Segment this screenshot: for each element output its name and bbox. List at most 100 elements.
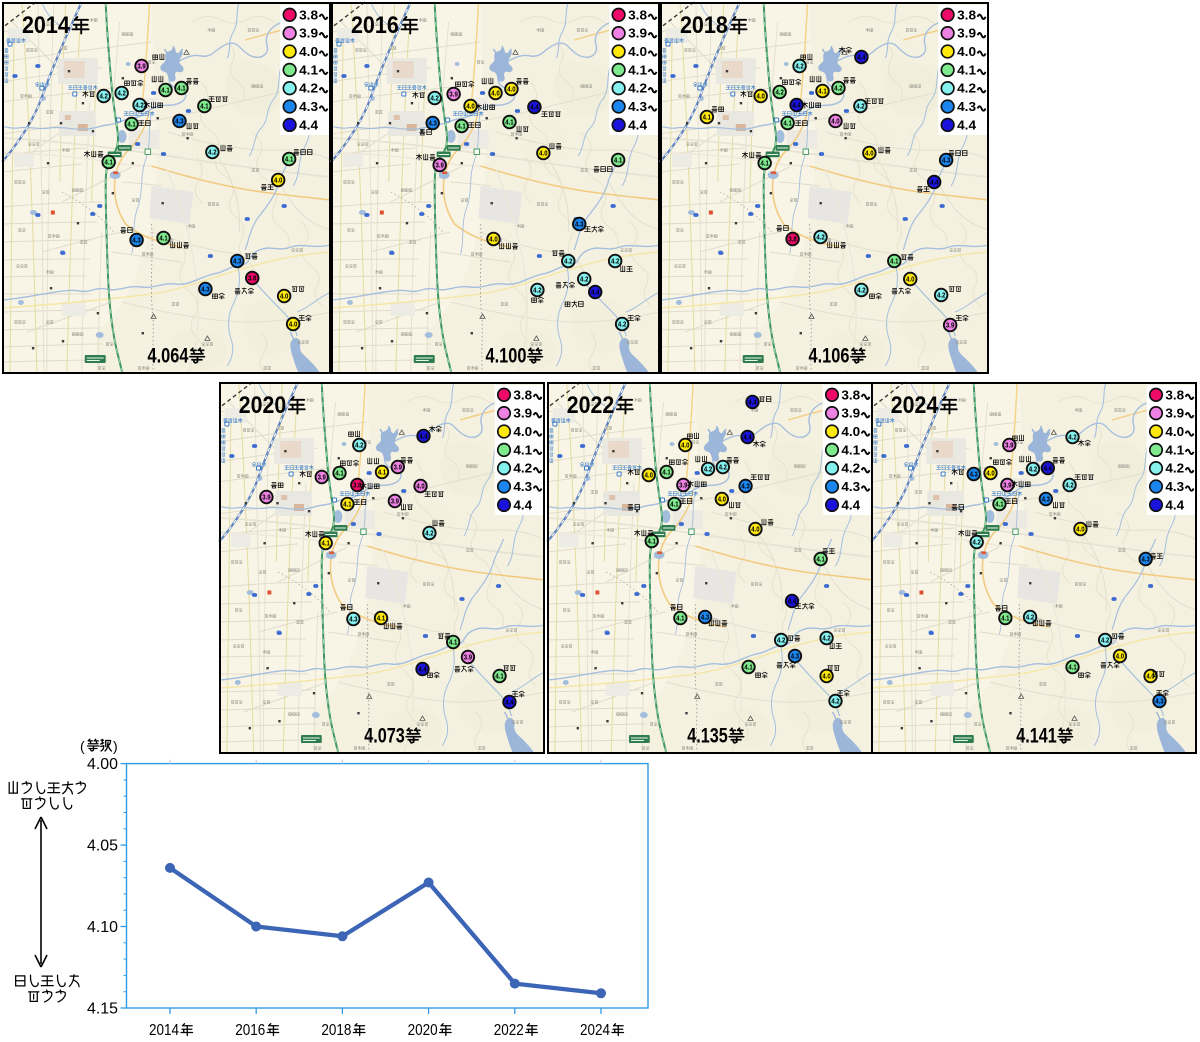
svg-text:4.0: 4.0 [1076, 527, 1084, 534]
svg-text:4.4: 4.4 [748, 400, 756, 407]
svg-text:4.0: 4.0 [957, 45, 976, 59]
svg-text:4.4: 4.4 [505, 700, 513, 707]
svg-text:3.9: 3.9 [513, 407, 532, 421]
svg-text:4.2: 4.2 [937, 293, 945, 300]
svg-text:4.0: 4.0 [289, 322, 297, 329]
svg-text:(: ( [80, 738, 85, 754]
svg-text:4.1: 4.1 [995, 502, 1003, 509]
svg-text:3.9: 3.9 [1165, 407, 1184, 421]
svg-text:2024: 2024 [580, 1022, 610, 1039]
svg-text:4.2: 4.2 [513, 462, 532, 476]
svg-text:4.1: 4.1 [957, 63, 976, 77]
svg-text:4.3: 4.3 [942, 158, 950, 165]
svg-text:4.4: 4.4 [792, 103, 800, 110]
svg-text:3.8: 3.8 [299, 8, 318, 22]
svg-text:4.064: 4.064 [148, 344, 189, 367]
svg-text:4.1: 4.1 [760, 161, 768, 168]
svg-text:4.0: 4.0 [280, 294, 288, 301]
svg-text:4.1: 4.1 [285, 157, 293, 164]
svg-text:4.1: 4.1 [299, 63, 318, 77]
svg-text:4.1: 4.1 [200, 104, 208, 111]
svg-text:4.0: 4.0 [513, 425, 532, 439]
svg-text:4.0: 4.0 [986, 471, 994, 478]
svg-text:4.0: 4.0 [628, 45, 647, 59]
svg-text:3.9: 3.9 [628, 27, 647, 41]
svg-text:4.3: 4.3 [233, 259, 241, 266]
svg-text:4.2: 4.2 [100, 94, 108, 101]
svg-text:4.2: 4.2 [1101, 638, 1109, 645]
svg-text:4.1: 4.1 [1001, 616, 1009, 623]
svg-text:4.2: 4.2 [431, 96, 439, 103]
svg-text:4.1: 4.1 [744, 665, 752, 672]
svg-text:4.2: 4.2 [580, 277, 588, 284]
svg-text:4.0: 4.0 [1165, 425, 1184, 439]
svg-text:4.3: 4.3 [701, 615, 709, 622]
svg-text:3.9: 3.9 [464, 655, 472, 662]
svg-text:4.2: 4.2 [533, 288, 541, 295]
svg-text:4.2: 4.2 [719, 465, 727, 472]
svg-text:4.4: 4.4 [299, 118, 318, 132]
svg-text:4.3: 4.3 [201, 287, 209, 294]
svg-text:4.1: 4.1 [841, 443, 860, 457]
svg-text:4.2: 4.2 [618, 322, 626, 329]
svg-text:4.2: 4.2 [831, 699, 839, 706]
svg-text:4.1: 4.1 [457, 124, 465, 131]
svg-text:4.2: 4.2 [957, 82, 976, 96]
svg-text:3.9: 3.9 [841, 407, 860, 421]
svg-text:4.0: 4.0 [751, 527, 759, 534]
svg-text:4.0: 4.0 [822, 674, 830, 681]
svg-text:4.4: 4.4 [513, 498, 532, 512]
svg-text:4.0: 4.0 [831, 119, 839, 126]
svg-text:4.0: 4.0 [539, 151, 547, 158]
svg-text:4.2: 4.2 [425, 531, 433, 538]
svg-text:4.4: 4.4 [418, 667, 426, 674]
svg-text:2024: 2024 [891, 392, 939, 419]
svg-text:3.9: 3.9 [394, 465, 402, 472]
svg-text:4.1: 4.1 [1068, 665, 1076, 672]
svg-text:4.3: 4.3 [175, 119, 183, 126]
svg-text:4.135: 4.135 [687, 724, 728, 747]
svg-text:3.8: 3.8 [513, 388, 532, 402]
svg-text:4.3: 4.3 [841, 480, 860, 494]
svg-text:4.2: 4.2 [135, 103, 143, 110]
svg-text:4.1: 4.1 [816, 557, 824, 564]
svg-text:4.3: 4.3 [957, 100, 976, 114]
svg-text:4.3: 4.3 [628, 100, 647, 114]
svg-text:4.0: 4.0 [489, 237, 497, 244]
svg-text:2022: 2022 [567, 392, 614, 419]
svg-text:4.2: 4.2 [564, 259, 572, 266]
svg-text:3.8: 3.8 [788, 237, 796, 244]
svg-text:4.2: 4.2 [777, 638, 785, 645]
svg-text:4.1: 4.1 [670, 502, 678, 509]
svg-text:4.1: 4.1 [177, 86, 185, 93]
svg-text:3.9: 3.9 [318, 475, 326, 482]
svg-text:4.1: 4.1 [662, 470, 670, 477]
svg-text:4.2: 4.2 [856, 104, 864, 111]
svg-text:4.1: 4.1 [104, 160, 112, 167]
svg-text:4.3: 4.3 [741, 484, 749, 491]
svg-text:4.0: 4.0 [1116, 654, 1124, 661]
svg-text:4.3: 4.3 [791, 654, 799, 661]
svg-text:4.2: 4.2 [1029, 467, 1037, 474]
svg-text:4.1: 4.1 [614, 158, 622, 165]
svg-text:4.2: 4.2 [834, 86, 842, 93]
svg-text:4.1: 4.1 [818, 89, 826, 96]
svg-text:4.1: 4.1 [890, 259, 898, 266]
svg-text:4.3: 4.3 [575, 222, 583, 229]
svg-text:4.1: 4.1 [378, 470, 386, 477]
svg-text:4.1: 4.1 [343, 502, 351, 509]
svg-text:4.2: 4.2 [816, 235, 824, 242]
svg-text:4.0: 4.0 [757, 94, 765, 101]
svg-text:2020: 2020 [239, 392, 286, 419]
svg-text:4.0: 4.0 [466, 104, 474, 111]
svg-text:4.1: 4.1 [676, 616, 684, 623]
svg-text:4.4: 4.4 [857, 55, 865, 62]
svg-text:4.4: 4.4 [743, 435, 751, 442]
svg-text:2018: 2018 [680, 12, 728, 39]
svg-text:4.3: 4.3 [513, 480, 532, 494]
svg-text:4.1: 4.1 [648, 539, 656, 546]
svg-text:3.8: 3.8 [248, 276, 256, 283]
svg-text:4.3: 4.3 [1141, 557, 1149, 564]
svg-text:4.4: 4.4 [930, 180, 938, 187]
svg-text:4.2: 4.2 [704, 467, 712, 474]
